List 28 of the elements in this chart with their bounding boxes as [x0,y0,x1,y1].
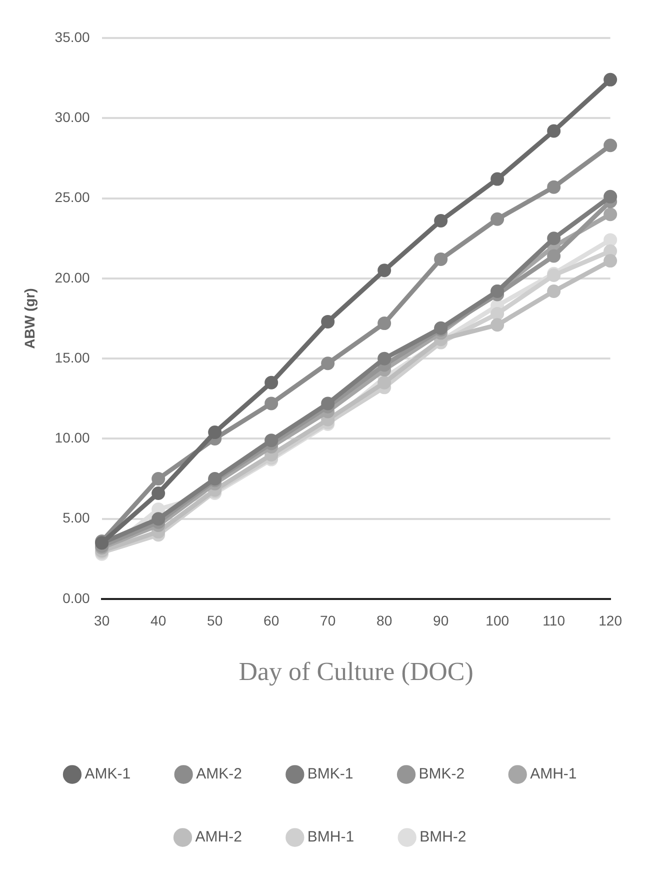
y-tick-label: 0.00 [62,590,90,606]
x-tick-label: 60 [264,612,280,628]
x-tick-label: 90 [433,612,449,628]
x-tick-label: 110 [542,612,566,628]
y-tick-label: 10.00 [54,430,90,446]
x-tick-label: 80 [376,612,392,628]
legend-label: AMK-2 [196,766,242,783]
legend-label: BMK-2 [418,766,465,783]
x-tick-label: 30 [94,612,110,628]
y-tick-label: 30.00 [54,109,90,125]
legend-label: BMK-1 [307,766,354,783]
x-tick-label: 100 [486,612,510,628]
legend-label: BMH-2 [420,828,466,846]
x-tick-label: 120 [598,612,622,628]
y-tick-label: 25.00 [54,189,90,206]
x-tick-label: 40 [150,612,166,628]
y-tick-label: 20.00 [54,269,90,286]
legend-label: AMH-2 [195,828,242,846]
legend-label: AMK-1 [84,766,131,783]
x-axis-title: Day of Culture (DOC) [238,657,474,686]
legend-label: BMH-1 [307,828,354,846]
x-tick-label: 50 [207,612,223,628]
x-tick-label: 70 [320,612,336,628]
legend-label: AMH-1 [530,766,577,783]
y-tick-label: 15.00 [54,349,90,366]
y-axis-title: ABW (gr) [21,288,38,349]
y-tick-label: 5.00 [62,510,90,526]
y-tick-label: 35.00 [54,28,90,45]
